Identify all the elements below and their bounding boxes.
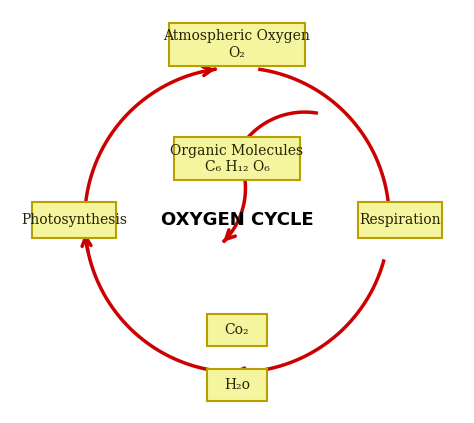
FancyBboxPatch shape <box>169 23 305 66</box>
Text: OXYGEN CYCLE: OXYGEN CYCLE <box>161 211 313 229</box>
FancyBboxPatch shape <box>208 314 266 346</box>
Text: Atmospheric Oxygen
O₂: Atmospheric Oxygen O₂ <box>164 29 310 60</box>
FancyBboxPatch shape <box>208 369 266 401</box>
Text: H₂o: H₂o <box>224 378 250 392</box>
Text: Organic Molecules
C₆ H₁₂ O₆: Organic Molecules C₆ H₁₂ O₆ <box>171 143 303 174</box>
Text: Photosynthesis: Photosynthesis <box>21 213 127 227</box>
Text: Respiration: Respiration <box>359 213 441 227</box>
FancyBboxPatch shape <box>173 137 301 180</box>
FancyBboxPatch shape <box>357 202 442 238</box>
FancyBboxPatch shape <box>32 202 117 238</box>
Text: Co₂: Co₂ <box>225 323 249 337</box>
